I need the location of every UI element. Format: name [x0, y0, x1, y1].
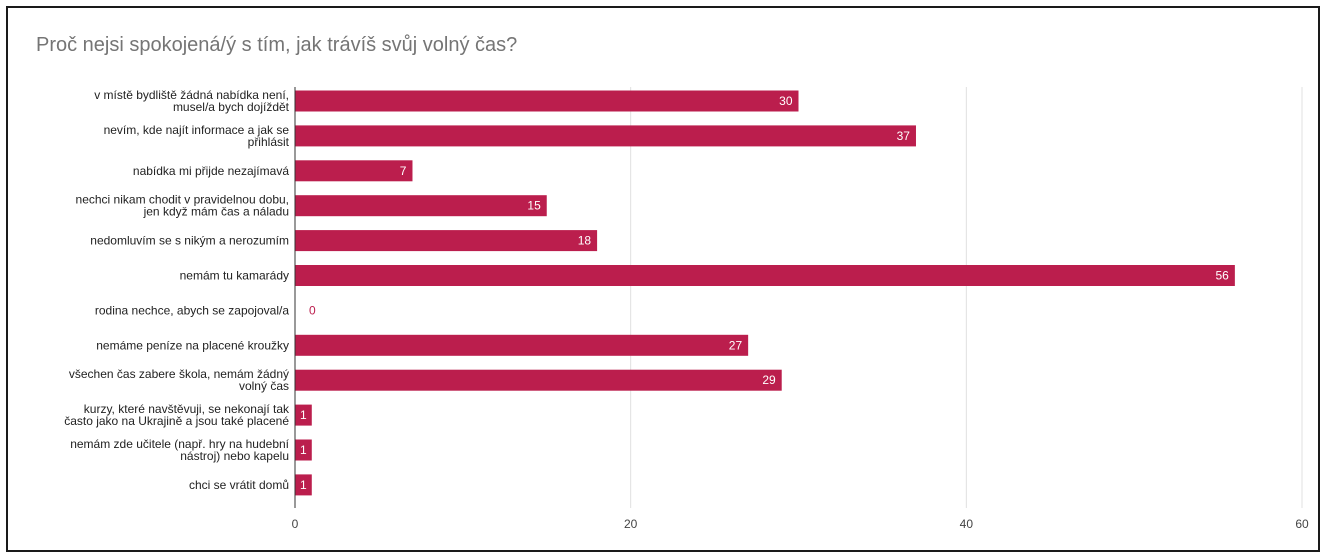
- data-label: 30: [779, 94, 793, 108]
- category-label: nechci nikam chodit v pravidelnou dobu,: [76, 193, 289, 207]
- category-label: nemáme peníze na placené kroužky: [96, 338, 289, 352]
- bar: [295, 334, 749, 356]
- bar: [295, 369, 782, 391]
- category-label: kurzy, které navštěvuji, se nekonají tak: [84, 402, 290, 416]
- data-label: 7: [400, 164, 407, 178]
- category-label: nabídka mi přijde nezajímavá: [133, 164, 289, 178]
- category-label: často jako na Ukrajině a jsou také place…: [64, 414, 289, 428]
- x-tick-label: 60: [1295, 517, 1309, 531]
- bar: [295, 195, 547, 217]
- category-label: nástroj) nebo kapelu: [180, 449, 289, 463]
- category-label: všechen čas zabere škola, nemám žádný: [69, 367, 289, 381]
- data-label: 27: [729, 338, 743, 352]
- bar: [295, 160, 413, 182]
- category-label: volný čas: [239, 379, 289, 393]
- bar: [295, 230, 598, 252]
- bar: [295, 265, 1235, 286]
- category-label: jen když mám čas a náladu: [143, 205, 289, 219]
- category-label: nemám tu kamarády: [180, 269, 289, 283]
- data-label: 29: [762, 373, 776, 387]
- chart-title: Proč nejsi spokojená/ý s tím, jak trávíš…: [36, 34, 518, 56]
- category-label: chci se vrátit domů: [189, 478, 289, 492]
- bar: [295, 439, 312, 461]
- category-label: rodina nechce, abych se zapojoval/a: [95, 303, 289, 317]
- category-label: musel/a bych dojíždět: [173, 100, 290, 114]
- x-tick-label: 20: [624, 517, 638, 531]
- bar: [295, 125, 916, 147]
- category-label: v místě bydliště žádná nabídka není,: [94, 88, 289, 102]
- data-label: 0: [309, 303, 316, 317]
- data-label: 15: [527, 199, 541, 213]
- x-tick-label: 40: [960, 517, 974, 531]
- category-label: přihlásit: [248, 135, 290, 149]
- category-label: nedomluvím se s nikým a nerozumím: [90, 234, 289, 248]
- bar: [295, 90, 799, 112]
- x-tick-label: 0: [292, 517, 299, 531]
- data-label: 1: [300, 443, 307, 457]
- bar: [295, 404, 312, 426]
- data-label: 37: [897, 129, 911, 143]
- data-label: 56: [1216, 269, 1230, 283]
- category-label: nevím, kde najít informace a jak se: [104, 123, 290, 137]
- data-label: 1: [300, 478, 307, 492]
- data-label: 1: [300, 408, 307, 422]
- bar: [295, 474, 312, 496]
- category-label: nemám zde učitele (např. hry na hudební: [70, 437, 289, 451]
- data-label: 18: [578, 234, 592, 248]
